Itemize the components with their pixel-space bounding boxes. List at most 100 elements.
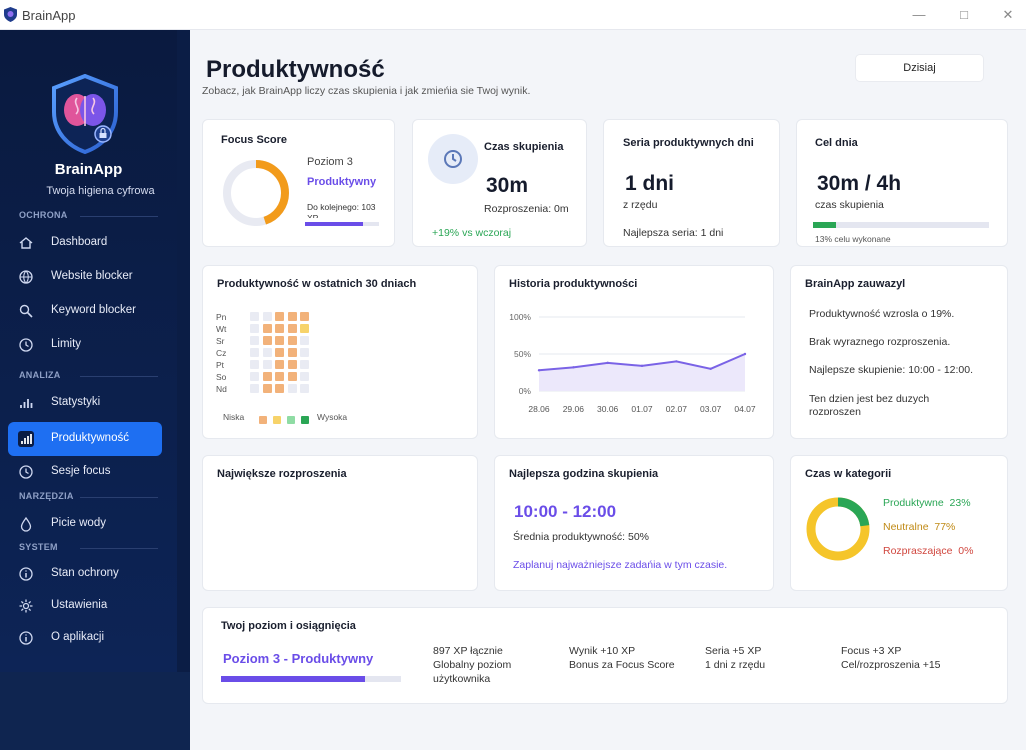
streak-card: Seria produktywnych dni 1 dni z rzędu Na… (603, 119, 780, 247)
window-title: BrainApp (22, 8, 76, 23)
app-logo-icon (4, 7, 17, 22)
best-hour-tip: Zaplanuj najważniejsze zadańia w tym cza… (513, 559, 728, 571)
level-stat-line: Cel/rozproszenia +15 (841, 659, 941, 671)
sidebar-item-label: Keyword blocker (51, 304, 137, 316)
best-streak: Najlepsza seria: 1 dni (623, 227, 724, 239)
heatmap-cell (287, 384, 297, 393)
legend-swatch (287, 416, 295, 424)
divider (80, 376, 158, 377)
legend-low-label: Niska (223, 412, 245, 422)
maximize-button[interactable]: □ (960, 7, 968, 22)
card-title: Produktywność w ostatnich 30 dniach (217, 278, 417, 290)
title-bar: BrainApp — □ ✕ (0, 0, 1026, 30)
heatmap-cell (250, 360, 259, 369)
daily-goal-value: 30m / 4h (817, 172, 902, 195)
daily-goal-card: Cel dnia 30m / 4h czas skupienia 13% cel… (796, 119, 1008, 247)
sidebar-item-label: Picie wody (51, 517, 106, 529)
heatmap-cell (300, 348, 309, 357)
card-title: Twoj poziom i osiągnięcia (221, 620, 356, 632)
y-tick-label: 0% (519, 386, 532, 396)
heatmap-cell (275, 384, 284, 393)
sidebar-item-label: Limity (51, 338, 82, 350)
sidebar-item-statystyki[interactable]: Statystyki (8, 386, 162, 420)
day-label: Nd (216, 384, 227, 394)
x-tick-label: 04.07 (734, 404, 756, 414)
divider (80, 548, 158, 549)
legend-swatch (273, 416, 281, 424)
gear-icon (19, 599, 33, 613)
bar-chart-icon (20, 399, 33, 408)
sidebar-item-o-aplikacji[interactable]: O aplikacji (8, 621, 162, 655)
sidebar-footer (0, 672, 190, 750)
card-title: Największe rozproszenia (217, 468, 347, 480)
insight-item: Produktywność wzrosla o 19%. (809, 308, 955, 320)
streak-value: 1 dni (625, 172, 675, 195)
data-point (743, 352, 747, 356)
shield-brain-icon (52, 74, 118, 154)
heatmap-cell (250, 336, 259, 345)
close-button[interactable]: ✕ (1002, 7, 1014, 22)
day-label: Wt (216, 324, 227, 334)
heatmap-cell (250, 372, 259, 381)
heatmap-cell (300, 384, 309, 393)
heatmap-cell (287, 312, 297, 321)
top-distractions-card: Największe rozproszenia (202, 455, 478, 591)
sidebar-item-keyword-blocker[interactable]: Keyword blocker (8, 294, 162, 328)
level-stat-line: użytkownika (433, 673, 491, 685)
x-tick-label: 30.06 (597, 404, 619, 414)
insight-item: Brak wyraznego rozproszenia. (809, 336, 951, 348)
info-icon (19, 631, 33, 645)
data-point (572, 366, 575, 369)
level-stat-line: Globalny poziom (433, 659, 512, 671)
focus-state: Produktywny (307, 176, 377, 188)
heatmap-cell (287, 348, 297, 357)
day-label: Cz (216, 348, 227, 358)
legend-swatch (301, 416, 309, 424)
series-area (539, 354, 745, 391)
heatmap-cell (262, 336, 272, 345)
heatmap-cell (275, 336, 284, 345)
section-analiza: ANALIZA (19, 370, 61, 380)
day-label: Sr (216, 336, 225, 346)
today-button[interactable]: Dzisiaj (855, 54, 984, 82)
main-content: Produktywność Zobacz, jak BrainApp liczy… (190, 30, 1026, 750)
sidebar-item-dashboard[interactable]: Dashboard (8, 226, 162, 260)
sidebar-item-website-blocker[interactable]: Website blocker (8, 260, 162, 294)
level-progress-bar (221, 676, 401, 682)
heatmap-cell (275, 324, 284, 333)
heatmap-cell (262, 324, 272, 333)
card-title: Najlepsza godzina skupienia (509, 468, 659, 480)
sidebar-item-sesje-focus[interactable]: Sesje focus (8, 455, 162, 489)
category-productive-label: Produktywne 23% (883, 497, 971, 509)
heatmap-card: Produktywność w ostatnich 30 dniach Pn W… (202, 265, 478, 439)
focus-next-unit: XP (307, 213, 319, 218)
category-time-card: Czas w kategorii Produktywne 23% Neutral… (790, 455, 1008, 591)
level-card: Twoj poziom i osiągnięcia Poziom 3 - Pro… (202, 607, 1008, 704)
minimize-button[interactable]: — (912, 7, 926, 22)
streak-unit: z rzędu (623, 199, 658, 211)
sidebar-item-picie-wody[interactable]: Picie wody (8, 507, 162, 541)
sidebar-item-label: Statystyki (51, 396, 101, 408)
card-title: Czas w kategorii (805, 468, 892, 480)
data-point (537, 369, 541, 372)
insight-item: rozproszen (809, 406, 861, 415)
focus-next-level: Do kolejnego: 103 (307, 202, 376, 212)
distractions-time: Rozproszenia: 0m (484, 203, 569, 215)
focus-time-card: Czas skupienia 30m Rozproszenia: 0m +19%… (412, 119, 587, 247)
sidebar-panel: BrainApp Twoja higiena cyfrowa OCHRONA D… (0, 30, 177, 672)
sidebar-item-ustawienia[interactable]: Ustawienia (8, 589, 162, 623)
heatmap-cell (300, 360, 309, 369)
x-tick-label: 02.07 (666, 404, 688, 414)
heatmap-cell (287, 336, 297, 345)
brand-name: BrainApp (54, 161, 123, 178)
brand-tagline: Twoja higiena cyfrowa (46, 185, 155, 197)
sidebar-item-label: Dashboard (51, 236, 108, 248)
sidebar-item-label: Produktywność (51, 432, 129, 444)
heatmap-cell (262, 312, 272, 321)
sidebar-item-stan-ochrony[interactable]: Stan ochrony (8, 557, 162, 591)
page-title: Produktywność (206, 56, 385, 83)
card-title: Czas skupienia (484, 141, 564, 153)
sidebar-item-limity[interactable]: Limity (8, 328, 162, 362)
daily-goal-progress-bar (813, 222, 989, 228)
sidebar-item-produktywnosc[interactable]: Produktywność (8, 422, 162, 456)
